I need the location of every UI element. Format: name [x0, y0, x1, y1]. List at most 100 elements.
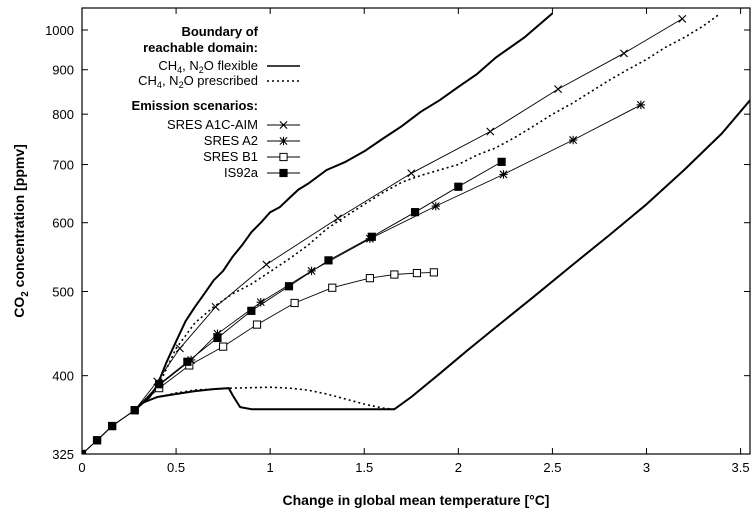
point-is92a-3	[130, 406, 139, 415]
point-b1-12	[412, 268, 422, 278]
legend: Boundary of reachable domain: CH4, N2O f…	[132, 24, 300, 180]
point-a1c-aim-6-stroke-2	[211, 302, 220, 311]
point-a1c-aim-5	[175, 344, 184, 353]
boundary-flexible-lower	[134, 98, 750, 411]
point-a1c-aim-9-stroke-2	[407, 169, 416, 178]
point-is92a-13	[497, 157, 506, 166]
point-a2-12	[568, 135, 578, 145]
legend-markers	[267, 121, 300, 178]
plot-area	[82, 12, 750, 454]
point-b1-10	[365, 274, 374, 283]
point-a1c-aim-13-stroke-2	[678, 14, 687, 23]
x-tick-label-1: 0.5	[167, 460, 185, 475]
legend-scenario-title: Emission scenarios:	[132, 98, 258, 113]
x-tick-label-6: 3	[643, 460, 650, 475]
y-tick-label-5: 800	[52, 107, 74, 122]
point-a1c-aim-8-stroke-2	[333, 214, 342, 223]
legend-marker-a2	[279, 136, 288, 146]
point-a1c-aim-12-stroke-2	[619, 49, 628, 58]
x-tick-label-4: 2	[455, 460, 462, 475]
point-is92a-6	[213, 333, 222, 343]
point-b1-11-shape	[390, 270, 399, 279]
point-b1-8	[290, 298, 299, 308]
plot-frame	[81, 7, 751, 455]
point-b1-13	[429, 268, 438, 277]
y-tick-label-6: 900	[52, 63, 74, 78]
y-tick-label-2: 500	[52, 284, 74, 299]
point-a1c-aim-10-stroke-2	[486, 127, 495, 136]
point-b1-7-shape	[252, 320, 262, 329]
point-is92a-7-shape	[247, 306, 256, 315]
point-is92a-13-shape	[497, 157, 506, 166]
point-b1-11	[390, 270, 399, 279]
y-tick-label-1: 400	[52, 369, 74, 384]
point-a2-13	[636, 100, 646, 110]
legend-entry-a1c: SRES A1C-AIM	[167, 117, 258, 132]
y-axis-label: CO2 concentration [ppmv]	[11, 144, 31, 318]
point-is92a-9	[324, 256, 333, 265]
point-is92a-2-shape	[108, 421, 117, 431]
axis-ticks: 0 0.5 1 1.5 2 2.5 3 3.5 325 400 500 600 700 800 900 100…	[45, 8, 750, 475]
legend-marker-b1	[279, 152, 288, 162]
point-is92a-11-shape	[410, 208, 420, 217]
point-is92a-6-shape	[213, 333, 222, 343]
point-b1-9	[328, 283, 337, 292]
legend-marker-b1-shape	[279, 152, 288, 162]
point-a1c-aim-9	[407, 169, 416, 178]
legend-marker-a1c-aim	[279, 121, 288, 129]
legend-entry-b1: SRES B1	[203, 149, 258, 164]
point-is92a-3-shape	[130, 406, 139, 415]
point-a1c-aim-10	[486, 127, 495, 136]
point-a1c-aim-7	[262, 260, 271, 269]
x-axis-label: Change in global mean temperature [°C]	[283, 492, 550, 508]
legend-entry-prescribed: CH4, N2O prescribed	[138, 73, 258, 90]
point-a1c-aim-11-stroke-2	[554, 85, 563, 94]
point-a1c-aim-11	[554, 85, 563, 94]
legend-marker-is92a	[279, 168, 288, 178]
y-tick-label-3: 600	[52, 216, 74, 231]
legend-entry-is92a: IS92a	[224, 165, 259, 180]
y-tick-label-0: 325	[52, 447, 74, 462]
point-is92a-8	[284, 282, 294, 291]
point-is92a-12-shape	[454, 182, 463, 191]
x-tick-label-5: 2.5	[543, 460, 561, 475]
point-is92a-11	[410, 208, 420, 217]
point-b1-12-shape	[412, 268, 422, 278]
point-b1-6-shape	[219, 342, 228, 351]
point-a1c-aim-8	[333, 214, 342, 223]
point-is92a-10-shape	[367, 232, 376, 241]
point-a1c-aim-7-stroke-2	[262, 260, 271, 269]
point-b1-8-shape	[290, 298, 299, 308]
legend-entry-flexible: CH4, N2O flexible	[158, 58, 258, 75]
point-is92a-9-shape	[324, 256, 333, 265]
legend-marker-a1c-aim-stroke-2	[279, 121, 288, 129]
boundary-flexible-upper	[134, 12, 554, 411]
point-is92a-5-shape	[183, 357, 192, 366]
point-is92a-2	[108, 421, 117, 431]
x-tick-label-3: 1.5	[355, 460, 373, 475]
point-is92a-1-shape	[92, 436, 102, 445]
x-tick-label-2: 1	[267, 460, 274, 475]
point-b1-6	[219, 342, 228, 351]
y-tick-label-4: 700	[52, 158, 74, 173]
point-is92a-10	[367, 232, 376, 241]
legend-boundary-title-2: reachable domain:	[143, 40, 258, 55]
point-is92a-7	[247, 306, 256, 315]
boundary-prescribed-lower	[134, 386, 395, 411]
point-a1c-aim-6	[211, 302, 220, 311]
point-a1c-aim-5-stroke-2	[175, 344, 184, 353]
point-is92a-12	[454, 182, 463, 191]
x-tick-label-0: 0	[78, 460, 85, 475]
legend-marker-is92a-shape	[279, 168, 288, 178]
point-a2-10	[431, 201, 440, 211]
y-tick-label-7: 1000	[45, 23, 74, 38]
point-is92a-8-shape	[284, 282, 294, 291]
point-is92a-5	[183, 357, 192, 366]
point-b1-13-shape	[429, 268, 438, 277]
x-tick-label-7: 3.5	[732, 460, 750, 475]
legend-boundary-title-1: Boundary of	[181, 24, 258, 39]
point-b1-10-shape	[365, 274, 374, 283]
point-b1-7	[252, 320, 262, 329]
point-a1c-aim-12	[619, 49, 628, 58]
